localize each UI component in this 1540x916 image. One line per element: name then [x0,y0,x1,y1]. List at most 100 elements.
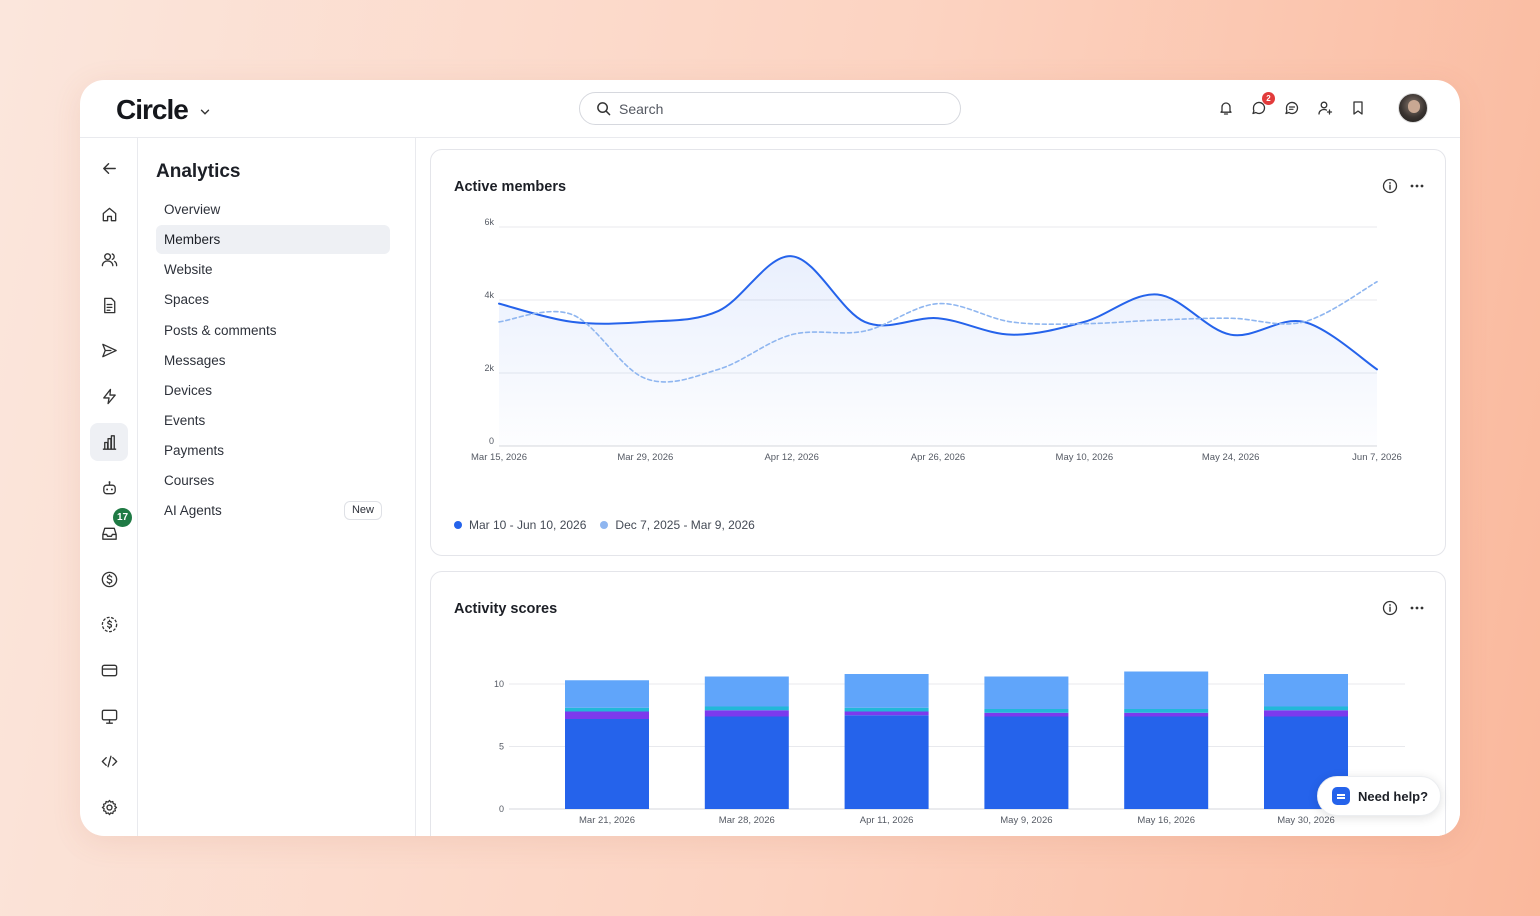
subnav-item-label: Devices [164,382,213,398]
card-title: Active members [454,179,567,195]
community-switcher[interactable]: Circle [116,94,212,126]
search-bar[interactable] [579,92,961,125]
new-badge: New [343,501,382,521]
y-tick-label: 2k [484,363,494,373]
lightning-icon[interactable] [90,377,128,415]
y-tick-label: 5 [499,742,504,752]
inbox-icon[interactable]: 17 [90,508,132,552]
bar-segment [704,710,789,717]
document-icon[interactable] [90,286,128,324]
subnav-item-spaces[interactable]: Spaces [156,285,390,314]
x-tick-label: May 30, 2026 [1277,815,1335,826]
card-title: Activity scores [454,601,558,617]
series-area [499,256,1377,446]
bar-segment [704,676,789,707]
x-tick-label: Apr 11, 2026 [860,815,914,826]
y-tick-label: 0 [499,804,504,814]
bar-segment [844,707,929,712]
card-actions [1382,178,1425,194]
bar-segment [1264,710,1348,717]
x-tick-label: May 9, 2026 [1000,815,1052,826]
y-tick-label: 4k [484,290,494,300]
inbox-badge: 17 [113,508,132,527]
x-tick-label: Mar 15, 2026 [471,452,527,463]
bar-segment [565,707,649,712]
dollar-icon[interactable] [90,560,128,598]
subnav-item-courses[interactable]: Courses [156,466,390,495]
active-members-line-chart: 0 2k 4k 6k Mar 15, 2026 Mar 29, 2026 Apr 12, 2… [471,217,1402,463]
x-tick-label: Apr 26, 2026 [911,452,965,463]
more-options-icon[interactable] [1409,178,1425,194]
x-tick-label: Apr 12, 2026 [764,452,818,463]
header-actions: 2 [1218,92,1428,123]
bar-segment [984,709,1069,713]
gear-icon[interactable] [90,788,128,826]
y-tick-label: 6k [484,217,494,227]
avatar[interactable] [1398,93,1428,123]
x-tick-label: May 10, 2026 [1056,452,1114,463]
card-actions [1382,600,1425,616]
add-user-icon[interactable] [1317,100,1333,116]
bookmark-icon[interactable] [1350,100,1366,116]
bar-segment [844,674,929,708]
active-members-card: Active members 0 2k 4k 6k Mar 15, 2026 Mar 29… [430,149,1446,556]
top-header: Circle 2 [80,80,1460,138]
subnav-item-label: Spaces [164,292,210,308]
chat-bubble-icon[interactable]: 2 [1251,92,1275,116]
x-tick-label: May 16, 2026 [1137,815,1195,826]
legend-item-current: Mar 10 - Jun 10, 2026 [454,518,586,532]
bar-segment [984,676,1069,709]
analytics-icon[interactable] [90,423,128,461]
x-tick-label: May 24, 2026 [1202,452,1260,463]
x-tick-label: Mar 28, 2026 [719,815,775,826]
bar-segment [1264,674,1348,707]
subnav-item-label: Courses [164,473,215,489]
subnav-item-label: Overview [164,202,221,217]
series-line-previous [498,280,1378,383]
subnav-item-devices[interactable]: Devices [156,376,390,405]
chat-notification-badge: 2 [1262,92,1275,105]
bar-segment [1124,716,1209,809]
info-icon[interactable] [1382,600,1398,616]
bar-segment [844,711,929,716]
need-help-button[interactable]: Need help? [1317,776,1441,816]
y-tick-label: 10 [494,679,504,689]
send-icon[interactable] [90,331,128,369]
subnav-item-ai-agents[interactable]: AI Agents New [156,496,390,525]
analytics-subnav: Analytics Overview Members Website Space… [138,138,416,836]
bar-segment [1124,712,1209,717]
info-icon[interactable] [1382,178,1398,194]
message-icon[interactable] [1284,100,1300,116]
bar-segment [704,706,789,711]
search-icon [597,102,611,116]
app-logo: Circle [116,94,189,125]
legend-label: Mar 10 - Jun 10, 2026 [469,518,587,532]
subnav-item-website[interactable]: Website [156,255,390,284]
subnav-item-label: AI Agents [164,503,222,519]
subnav-item-members[interactable]: Members [156,225,390,255]
code-icon[interactable] [90,742,128,780]
x-tick-label: Jun 7, 2026 [1352,452,1402,463]
bot-icon[interactable] [90,469,128,507]
chart-legend: Mar 10 - Jun 10, 2026 Dec 7, 2025 - Mar … [454,518,755,532]
legend-dot [600,521,609,529]
search-input[interactable] [619,100,919,117]
home-icon[interactable] [90,195,128,233]
subnav-item-events[interactable]: Events [156,406,390,435]
bell-icon[interactable] [1218,100,1234,116]
x-tick-label: Mar 21, 2026 [579,815,635,826]
subnav-item-messages[interactable]: Messages [156,346,390,375]
card-icon[interactable] [90,651,128,689]
subnav-item-posts-comments[interactable]: Posts & comments [156,316,390,345]
members-icon[interactable] [90,240,128,278]
paywall-icon[interactable] [90,605,128,643]
back-arrow-icon[interactable] [90,149,128,187]
subnav-item-payments[interactable]: Payments [156,436,390,465]
subnav-item-overview[interactable]: Overview [156,195,390,224]
bar-segment [1124,671,1209,709]
monitor-icon[interactable] [90,697,128,735]
series-line-current [498,255,1378,371]
subnav-item-label: Payments [164,443,225,459]
more-options-icon[interactable] [1409,600,1425,616]
subnav-item-label: Website [164,262,213,278]
